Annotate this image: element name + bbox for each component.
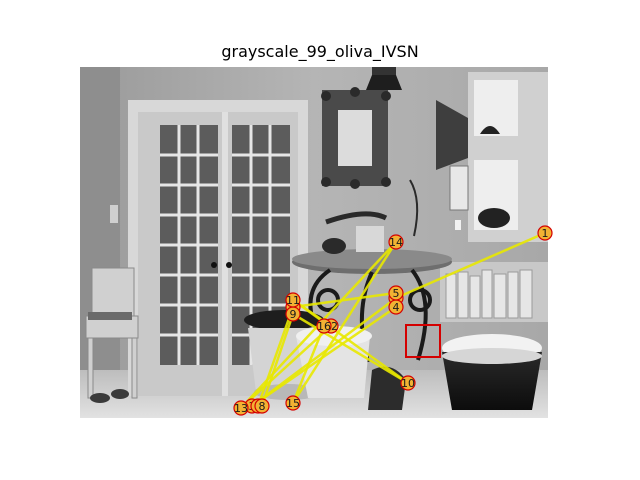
saccade-line — [256, 306, 295, 407]
fixation-marker: 14 — [388, 234, 404, 250]
fixation-label: 8 — [259, 400, 266, 413]
fixation-marker: 16 — [316, 318, 332, 334]
fixation-marker: 8 — [254, 398, 270, 414]
saccade-line — [260, 313, 295, 407]
fixation-label: 4 — [393, 301, 400, 314]
fixation-marker: 10 — [400, 375, 416, 391]
scanpath-fixations: 12345678910111213141516 — [233, 225, 553, 416]
fixation-dot — [233, 400, 249, 416]
fixation-marker: 11 — [285, 292, 301, 308]
saccade-line — [395, 231, 546, 300]
fixation-marker: 4 — [388, 299, 404, 315]
fixation-label: 10 — [401, 377, 415, 390]
fixation-label: 15 — [286, 397, 300, 410]
fixation-marker: 1 — [537, 225, 553, 241]
fixation-label: 11 — [286, 294, 300, 307]
saccade-line — [292, 291, 397, 309]
fixation-dot — [316, 318, 332, 334]
saccade-line — [291, 325, 326, 404]
fixation-dot — [537, 225, 553, 241]
fixation-dot — [285, 292, 301, 308]
fixation-label: 14 — [389, 236, 403, 249]
fixation-label: 5 — [393, 287, 400, 300]
scene-photo — [80, 67, 548, 418]
fixation-dot — [285, 395, 301, 411]
figure-title: grayscale_99_oliva_IVSN — [221, 42, 419, 61]
fixation-dot — [388, 234, 404, 250]
fixation-marker: 9 — [285, 306, 301, 322]
fixation-label: 1 — [542, 227, 549, 240]
fixation-dot — [388, 285, 404, 301]
fixation-marker: 15 — [285, 395, 301, 411]
saccade-line — [292, 312, 409, 385]
target-box — [405, 324, 441, 358]
scanpath-lines — [240, 231, 546, 409]
fixation-marker: 5 — [388, 285, 404, 301]
fixation-label: 16 — [317, 320, 331, 333]
fixation-label: 9 — [290, 308, 297, 321]
fixation-dot — [400, 375, 416, 391]
fixation-label: 13 — [234, 402, 248, 415]
fixation-marker: 13 — [233, 400, 249, 416]
fixation-dot — [254, 398, 270, 414]
saccade-line — [240, 325, 332, 409]
saccade-line — [291, 241, 398, 404]
